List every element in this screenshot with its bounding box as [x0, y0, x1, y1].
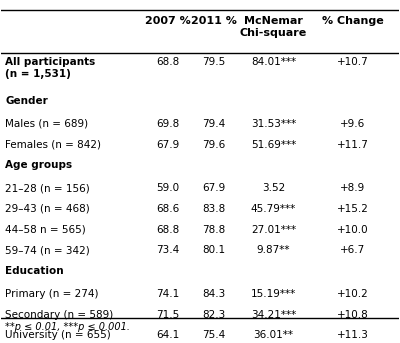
Text: 74.1: 74.1: [156, 289, 180, 299]
Text: 59–74 (n = 342): 59–74 (n = 342): [5, 245, 90, 256]
Text: 34.21***: 34.21***: [251, 310, 296, 320]
Text: Age groups: Age groups: [5, 161, 72, 170]
Text: +6.7: +6.7: [340, 245, 366, 256]
Text: 9.87**: 9.87**: [257, 245, 290, 256]
Text: 78.8: 78.8: [202, 225, 226, 235]
Text: 80.1: 80.1: [202, 245, 226, 256]
Text: +9.6: +9.6: [340, 119, 366, 129]
Text: 68.8: 68.8: [156, 57, 180, 67]
Text: 84.3: 84.3: [202, 289, 226, 299]
Text: 31.53***: 31.53***: [251, 119, 296, 129]
Text: Education: Education: [5, 266, 64, 276]
Text: % Change: % Change: [322, 16, 384, 26]
Text: +10.7: +10.7: [337, 57, 369, 67]
Text: +10.2: +10.2: [337, 289, 369, 299]
Text: +15.2: +15.2: [337, 204, 369, 214]
Text: 79.4: 79.4: [202, 119, 226, 129]
Text: 2007 %: 2007 %: [145, 16, 191, 26]
Text: 44–58 n = 565): 44–58 n = 565): [5, 225, 86, 235]
Text: 45.79***: 45.79***: [251, 204, 296, 214]
Text: Gender: Gender: [5, 96, 48, 106]
Text: +10.8: +10.8: [337, 310, 369, 320]
Text: 59.0: 59.0: [157, 183, 180, 193]
Text: 64.1: 64.1: [156, 330, 180, 340]
Text: 2011 %: 2011 %: [191, 16, 237, 26]
Text: 84.01***: 84.01***: [251, 57, 296, 67]
Text: 79.6: 79.6: [202, 140, 226, 150]
Text: 36.01**: 36.01**: [254, 330, 294, 340]
Text: Secondary (n = 589): Secondary (n = 589): [5, 310, 114, 320]
Text: 68.6: 68.6: [156, 204, 180, 214]
Text: 3.52: 3.52: [262, 183, 285, 193]
Text: 83.8: 83.8: [202, 204, 226, 214]
Text: 21–28 (n = 156): 21–28 (n = 156): [5, 183, 90, 193]
Text: +8.9: +8.9: [340, 183, 366, 193]
Text: +11.7: +11.7: [337, 140, 369, 150]
Text: 69.8: 69.8: [156, 119, 180, 129]
Text: **p ≤ 0.01, ***p ≤ 0.001.: **p ≤ 0.01, ***p ≤ 0.001.: [5, 322, 130, 332]
Text: 73.4: 73.4: [156, 245, 180, 256]
Text: 75.4: 75.4: [202, 330, 226, 340]
Text: University (n = 655): University (n = 655): [5, 330, 111, 340]
Text: 67.9: 67.9: [156, 140, 180, 150]
Text: 82.3: 82.3: [202, 310, 226, 320]
Text: All participants
(n = 1,531): All participants (n = 1,531): [5, 57, 96, 79]
Text: 68.8: 68.8: [156, 225, 180, 235]
Text: 67.9: 67.9: [202, 183, 226, 193]
Text: 15.19***: 15.19***: [251, 289, 296, 299]
Text: 51.69***: 51.69***: [251, 140, 296, 150]
Text: McNemar
Chi-square: McNemar Chi-square: [240, 16, 307, 38]
Text: 27.01***: 27.01***: [251, 225, 296, 235]
Text: +10.0: +10.0: [337, 225, 369, 235]
Text: 29–43 (n = 468): 29–43 (n = 468): [5, 204, 90, 214]
Text: Males (n = 689): Males (n = 689): [5, 119, 88, 129]
Text: +11.3: +11.3: [337, 330, 369, 340]
Text: Primary (n = 274): Primary (n = 274): [5, 289, 99, 299]
Text: 79.5: 79.5: [202, 57, 226, 67]
Text: Females (n = 842): Females (n = 842): [5, 140, 101, 150]
Text: 71.5: 71.5: [156, 310, 180, 320]
